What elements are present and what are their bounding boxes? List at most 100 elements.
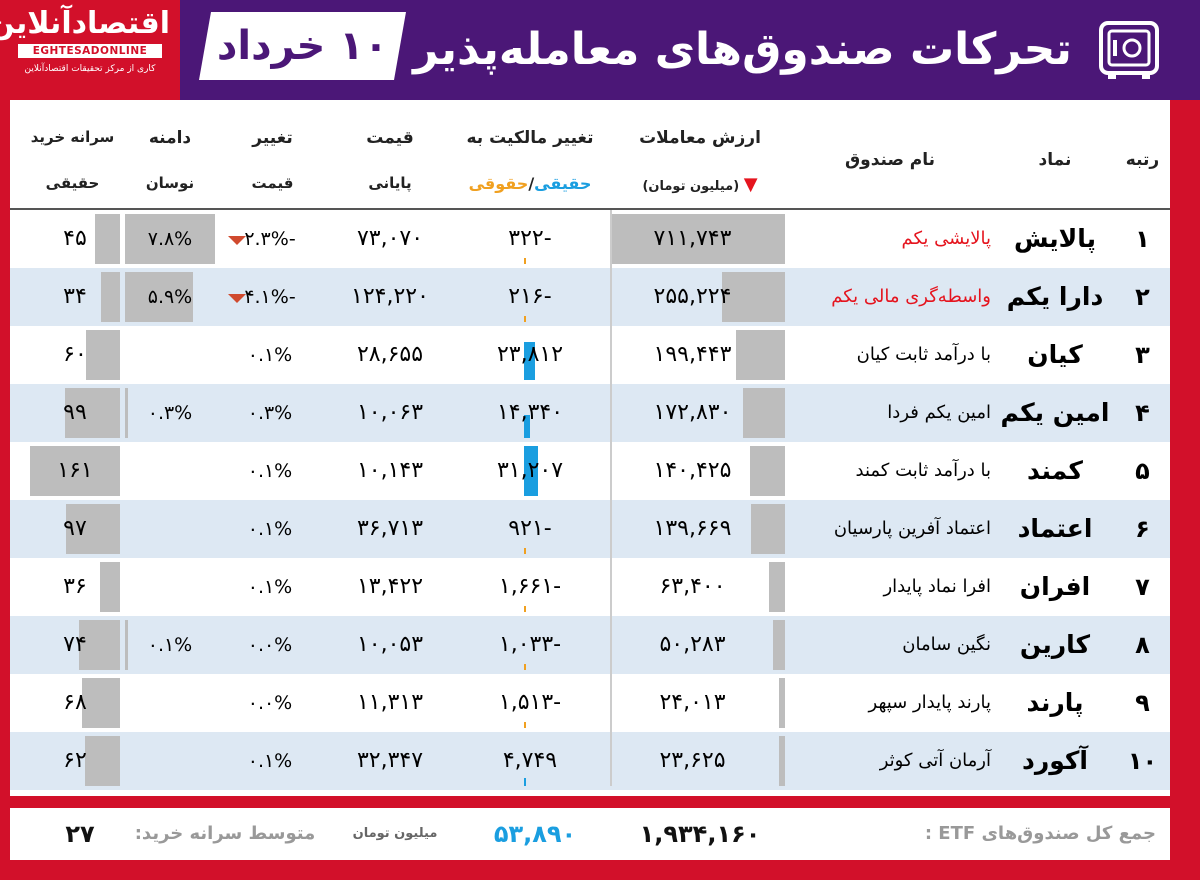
trade-value-bar [779,736,785,786]
col-change: تغییر قیمت [251,128,294,192]
price-cell: ۲۸,۶۵۵ [356,342,424,367]
ownership-bar [524,664,526,670]
down-arrow-icon [228,236,246,245]
trade-value-bar [779,678,785,728]
price-cell: ۷۳,۰۷۰ [356,226,424,251]
fund-name-cell: اعتماد آفرین پارسیان [833,518,991,539]
trade-axis [610,210,612,786]
total-value: ۱,۹۳۴,۱۶۰ [639,820,761,848]
price-cell: ۱۰,۱۴۳ [356,458,424,483]
percap-cell: ۶۸ [63,690,87,715]
down-arrow-icon [228,294,246,303]
table-row: ۲ دارا یکم واسطه‌گری مالی یکم ۲۵۵,۲۲۴ -۲۱۶ ۱۲… [10,268,1170,326]
col-symbol: نماد [1038,150,1072,170]
col-percap: سرانه خرید حقیقی [30,128,115,192]
range-cell [125,558,215,616]
price-cell: ۱۳,۴۲۲ [356,574,424,599]
ownership-bar [524,342,535,380]
fund-name-cell: افرا نماد پایدار [883,576,991,597]
table-row: ۱۰ آکورد آرمان آتی کوثر ۲۳,۶۲۵ ۴,۷۴۹ ۳۲,۳۴۷ ۰.… [10,732,1170,790]
trade-value-bar [610,214,785,264]
ownership-cell: ۱۴,۳۴۰ [496,400,564,425]
range-cell: ۷.۸% [147,228,193,250]
fund-name-cell: پالایشی یکم [901,228,991,249]
percap-bar [101,272,120,322]
fund-name-cell: نگین سامان [902,634,991,655]
rank-cell: ۹ [1135,689,1150,717]
percap-cell: ۷۴ [63,632,87,657]
percap-cell: ۳۶ [63,574,87,599]
price-cell: ۱۱,۳۱۳ [356,690,424,715]
rank-cell: ۱ [1135,225,1150,253]
trade-value-bar [722,272,785,322]
ownership-bar [524,548,526,554]
ownership-bar [524,258,526,264]
price-change-cell: ۰.۱% [247,518,293,540]
price-cell: ۱۰,۰۵۳ [356,632,424,657]
range-bar [125,620,128,670]
ownership-cell: ۴,۷۴۹ [502,748,558,773]
price-change-cell: ۰.۳% [247,402,293,424]
trade-value-bar [773,620,785,670]
percap-bar [100,562,120,612]
range-cell: ۰.۱% [147,634,193,656]
price-change-cell: ۰.۱% [247,344,293,366]
trade-value-cell: ۵۰,۲۸۳ [659,632,726,657]
rank-cell: ۲ [1135,283,1150,311]
fund-name-cell: پارند پایدار سپهر [868,692,991,713]
range-bar [125,272,193,322]
price-cell: ۱۰,۰۶۳ [356,400,424,425]
ownership-cell: -۹۲۱ [508,516,552,541]
logo-name: اقتصادآنلاین [0,6,170,41]
symbol-cell: کمند [1027,456,1083,485]
ownership-cell: -۲۱۶ [508,284,552,309]
logo: اقتصادآنلاین EGHTESADONLINE کاری از مرکز… [0,0,180,100]
range-cell: ۵.۹% [147,286,193,308]
price-cell: ۱۲۴,۲۲۰ [351,284,429,309]
percap-bar [65,388,120,438]
table-panel: رتبه نماد نام صندوق ارزش معاملات ▼ (میلی… [10,100,1170,796]
symbol-cell: دارا یکم [1006,282,1104,311]
ownership-cell: ۲۳,۸۱۲ [496,342,564,367]
rank-cell: ۷ [1135,573,1150,601]
range-bar [125,388,128,438]
percap-cell: ۳۴ [63,284,87,309]
symbol-cell: کیان [1027,340,1083,369]
symbol-cell: کارین [1019,630,1091,659]
trade-value-cell: ۲۵۵,۲۲۴ [653,284,732,309]
total-label: جمع کل صندوق‌های ETF : [924,823,1156,844]
fund-name-cell: آرمان آتی کوثر [879,750,991,771]
rank-cell: ۸ [1135,631,1150,659]
range-cell [125,674,215,732]
percap-cell: ۶۰ [63,342,87,367]
ownership-bar [524,778,526,786]
table-row: ۴ امین یکم امین یکم فردا ۱۷۲,۸۳۰ ۱۴,۳۴۰ ۱۰,۰۶… [10,384,1170,442]
unit-label: میلیون تومان [352,826,438,841]
percap-bar [86,330,120,380]
avg-label: متوسط سرانه خرید: [134,823,316,844]
col-trade-value: ارزش معاملات ▼ (میلیون تومان) [639,128,761,195]
percap-cell: ۱۶۱ [57,458,93,483]
table-row: ۳ کیان با درآمد ثابت کیان ۱۹۹,۴۴۳ ۲۳,۸۱۲ ۲۸,۶… [10,326,1170,384]
trade-value-cell: ۷۱۱,۷۴۳ [653,226,732,251]
range-bar [125,214,215,264]
ownership-bar [524,446,538,496]
symbol-cell: اعتماد [1017,514,1093,543]
range-cell [125,500,215,558]
percap-cell: ۶۲ [63,748,87,773]
percap-cell: ۴۵ [63,226,87,251]
symbol-cell: پالایش [1013,224,1097,253]
header-divider [10,208,1170,210]
date-text: ۱۰ خرداد [216,23,389,69]
trade-value-cell: ۱۴۰,۴۲۵ [653,458,732,483]
price-cell: ۳۶,۷۱۳ [356,516,424,541]
ownership-bar [524,606,526,612]
header: اقتصادآنلاین EGHTESADONLINE کاری از مرکز… [0,0,1200,100]
logo-tagline: کاری از مرکز تحقیقات اقتصادآنلاین [24,64,156,74]
col-rank: رتبه [1125,150,1160,170]
percap-bar [79,620,120,670]
percap-bar [66,504,120,554]
rank-cell: ۴ [1135,399,1150,427]
col-ownership: تغییر مالکیت به حقیقی/حقوقی [466,128,594,193]
ownership-cell: -۱,۶۶۱ [498,574,562,599]
